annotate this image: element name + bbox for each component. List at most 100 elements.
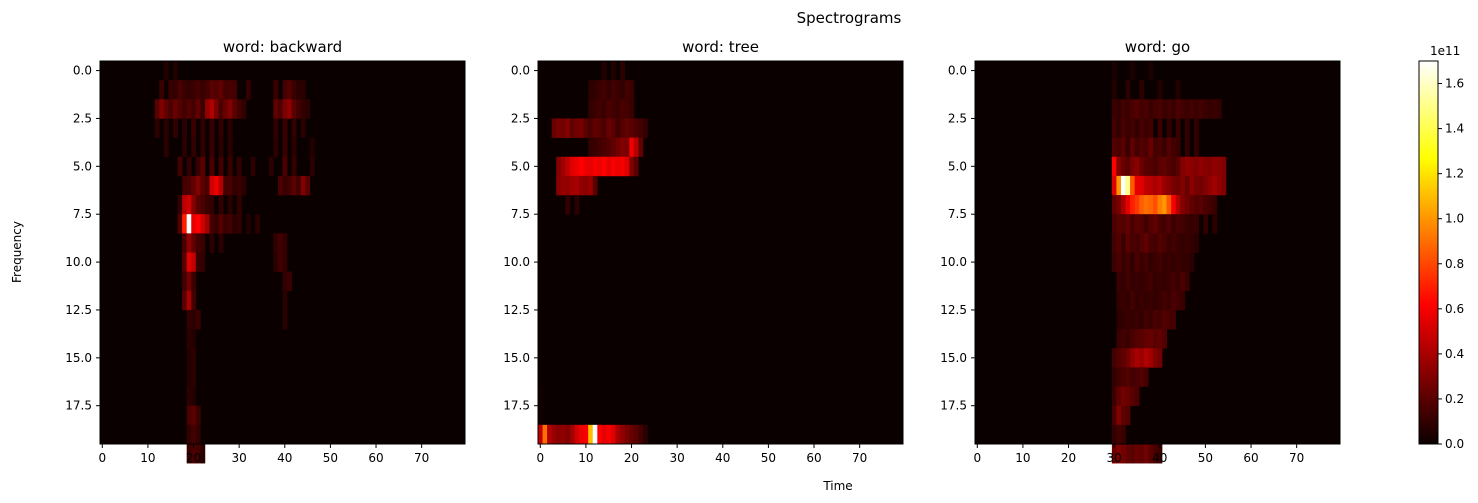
heatmap-cell xyxy=(1162,233,1167,253)
y-tick-label: 5.0 xyxy=(948,159,967,173)
heatmap-cell xyxy=(606,80,612,100)
heatmap-cell xyxy=(182,118,187,138)
heatmap-cell xyxy=(214,80,219,100)
y-tick-label: 5.0 xyxy=(511,159,530,173)
heatmap-cell xyxy=(177,99,183,119)
heatmap-cell xyxy=(615,80,621,100)
heatmap-cell xyxy=(1148,118,1154,138)
y-axis-label: Frequency xyxy=(10,221,24,283)
heatmap-cell xyxy=(611,99,616,119)
heatmap-cell xyxy=(588,137,594,158)
heatmap-cell xyxy=(1171,290,1177,311)
heatmap-cell xyxy=(574,195,580,215)
heatmap-cell xyxy=(1148,309,1154,330)
heatmap-cell xyxy=(209,156,215,177)
heatmap-cell xyxy=(624,424,630,445)
heatmap-cell xyxy=(1111,444,1117,464)
colorbar-tick-label: 1.4 xyxy=(1445,122,1464,136)
heatmap-cell xyxy=(1194,99,1199,119)
heatmap-cell xyxy=(209,175,215,196)
x-tick-label: 30 xyxy=(1107,451,1122,465)
heatmap-cell xyxy=(1180,233,1186,253)
heatmap-cell xyxy=(588,118,594,138)
heatmap-cell xyxy=(574,118,580,138)
heatmap-cell xyxy=(565,175,571,196)
heatmap-cell xyxy=(1139,214,1145,234)
heatmap-cell xyxy=(1130,137,1135,158)
heatmap-cell xyxy=(1171,214,1177,234)
heatmap-cell xyxy=(1111,367,1117,387)
heatmap-cell xyxy=(560,175,566,196)
heatmap-cell xyxy=(1130,61,1135,81)
heatmap-cell xyxy=(1139,367,1145,387)
heatmap-cell xyxy=(1157,99,1163,119)
heatmap-cell xyxy=(1166,252,1172,272)
y-tick-label: 2.5 xyxy=(73,111,92,125)
heatmap-cell xyxy=(1121,252,1126,272)
heatmap-cell xyxy=(291,156,297,177)
heatmap-cell xyxy=(1166,290,1172,311)
heatmap-cell xyxy=(1121,405,1126,426)
heatmap-cell xyxy=(282,271,288,292)
heatmap-cell xyxy=(232,99,238,119)
heatmap-cell xyxy=(1125,252,1131,272)
heatmap-cell xyxy=(186,424,192,445)
heatmap-cell xyxy=(642,424,648,445)
heatmap-cell xyxy=(1111,175,1117,196)
heatmap-cell xyxy=(1125,80,1131,100)
heatmap-cell xyxy=(1130,329,1135,349)
heatmap-cell xyxy=(1148,271,1154,292)
heatmap-cell xyxy=(200,175,206,196)
heatmap-cell xyxy=(154,99,160,119)
heatmap-cell xyxy=(277,252,283,272)
heatmap-cell xyxy=(163,118,169,138)
heatmap-cell xyxy=(1194,156,1199,177)
panel-title: word: backward xyxy=(223,38,342,56)
heatmap-cell xyxy=(209,214,215,234)
heatmap-cell xyxy=(232,80,238,100)
heatmap-cell xyxy=(1175,233,1181,253)
heatmap-cell xyxy=(633,424,639,445)
heatmap-cell xyxy=(191,214,197,234)
heatmap-cell xyxy=(1111,386,1117,406)
colorbar-offset-label: 1e11 xyxy=(1430,44,1460,58)
heatmap-cell xyxy=(620,61,625,81)
y-tick-label: 17.5 xyxy=(940,399,967,413)
colorbar-gradient xyxy=(1418,60,1439,445)
heatmap-cell xyxy=(1134,214,1140,234)
heatmap-cell xyxy=(1116,405,1122,426)
heatmap-cell xyxy=(1207,195,1213,215)
heatmap-cell xyxy=(638,118,644,138)
heatmap-cell xyxy=(1216,99,1222,119)
heatmap-cell xyxy=(200,214,206,234)
heatmap-cell xyxy=(250,156,256,177)
x-tick-label: 40 xyxy=(715,451,730,465)
heatmap-cell xyxy=(1139,348,1145,368)
heatmap-cell xyxy=(1152,99,1158,119)
heatmap-cell xyxy=(583,424,589,445)
y-tick-label: 12.5 xyxy=(940,303,967,317)
heatmap-cell xyxy=(186,195,192,215)
heatmap-cell xyxy=(291,137,297,158)
panel-3: word: go 0 10 20 30 40 50 60 70 0.0 2.5 5.0 7.5 10.0 1… xyxy=(940,38,1341,465)
heatmap-cell xyxy=(574,424,580,445)
heatmap-cell xyxy=(1143,118,1149,138)
heatmap-cell xyxy=(1180,195,1186,215)
heatmap-cell xyxy=(1143,195,1149,215)
heatmap-cell xyxy=(282,156,288,177)
heatmap-cell xyxy=(282,137,288,158)
heatmap-cell xyxy=(1152,156,1158,177)
heatmap-cell xyxy=(629,424,635,445)
heatmap-cell xyxy=(538,386,543,406)
heatmap-cell xyxy=(227,175,233,196)
heatmap-cell xyxy=(282,290,288,311)
heatmap-cell xyxy=(1130,252,1135,272)
heatmap-cell xyxy=(186,214,192,234)
heatmap-cell xyxy=(1152,348,1158,368)
heatmap-cell xyxy=(236,195,242,215)
heatmap-cell xyxy=(282,80,288,100)
heatmap-cell xyxy=(200,80,206,100)
heatmap-cell xyxy=(556,175,562,196)
heatmap-cell xyxy=(1184,271,1190,292)
heatmap-cell xyxy=(191,118,197,138)
